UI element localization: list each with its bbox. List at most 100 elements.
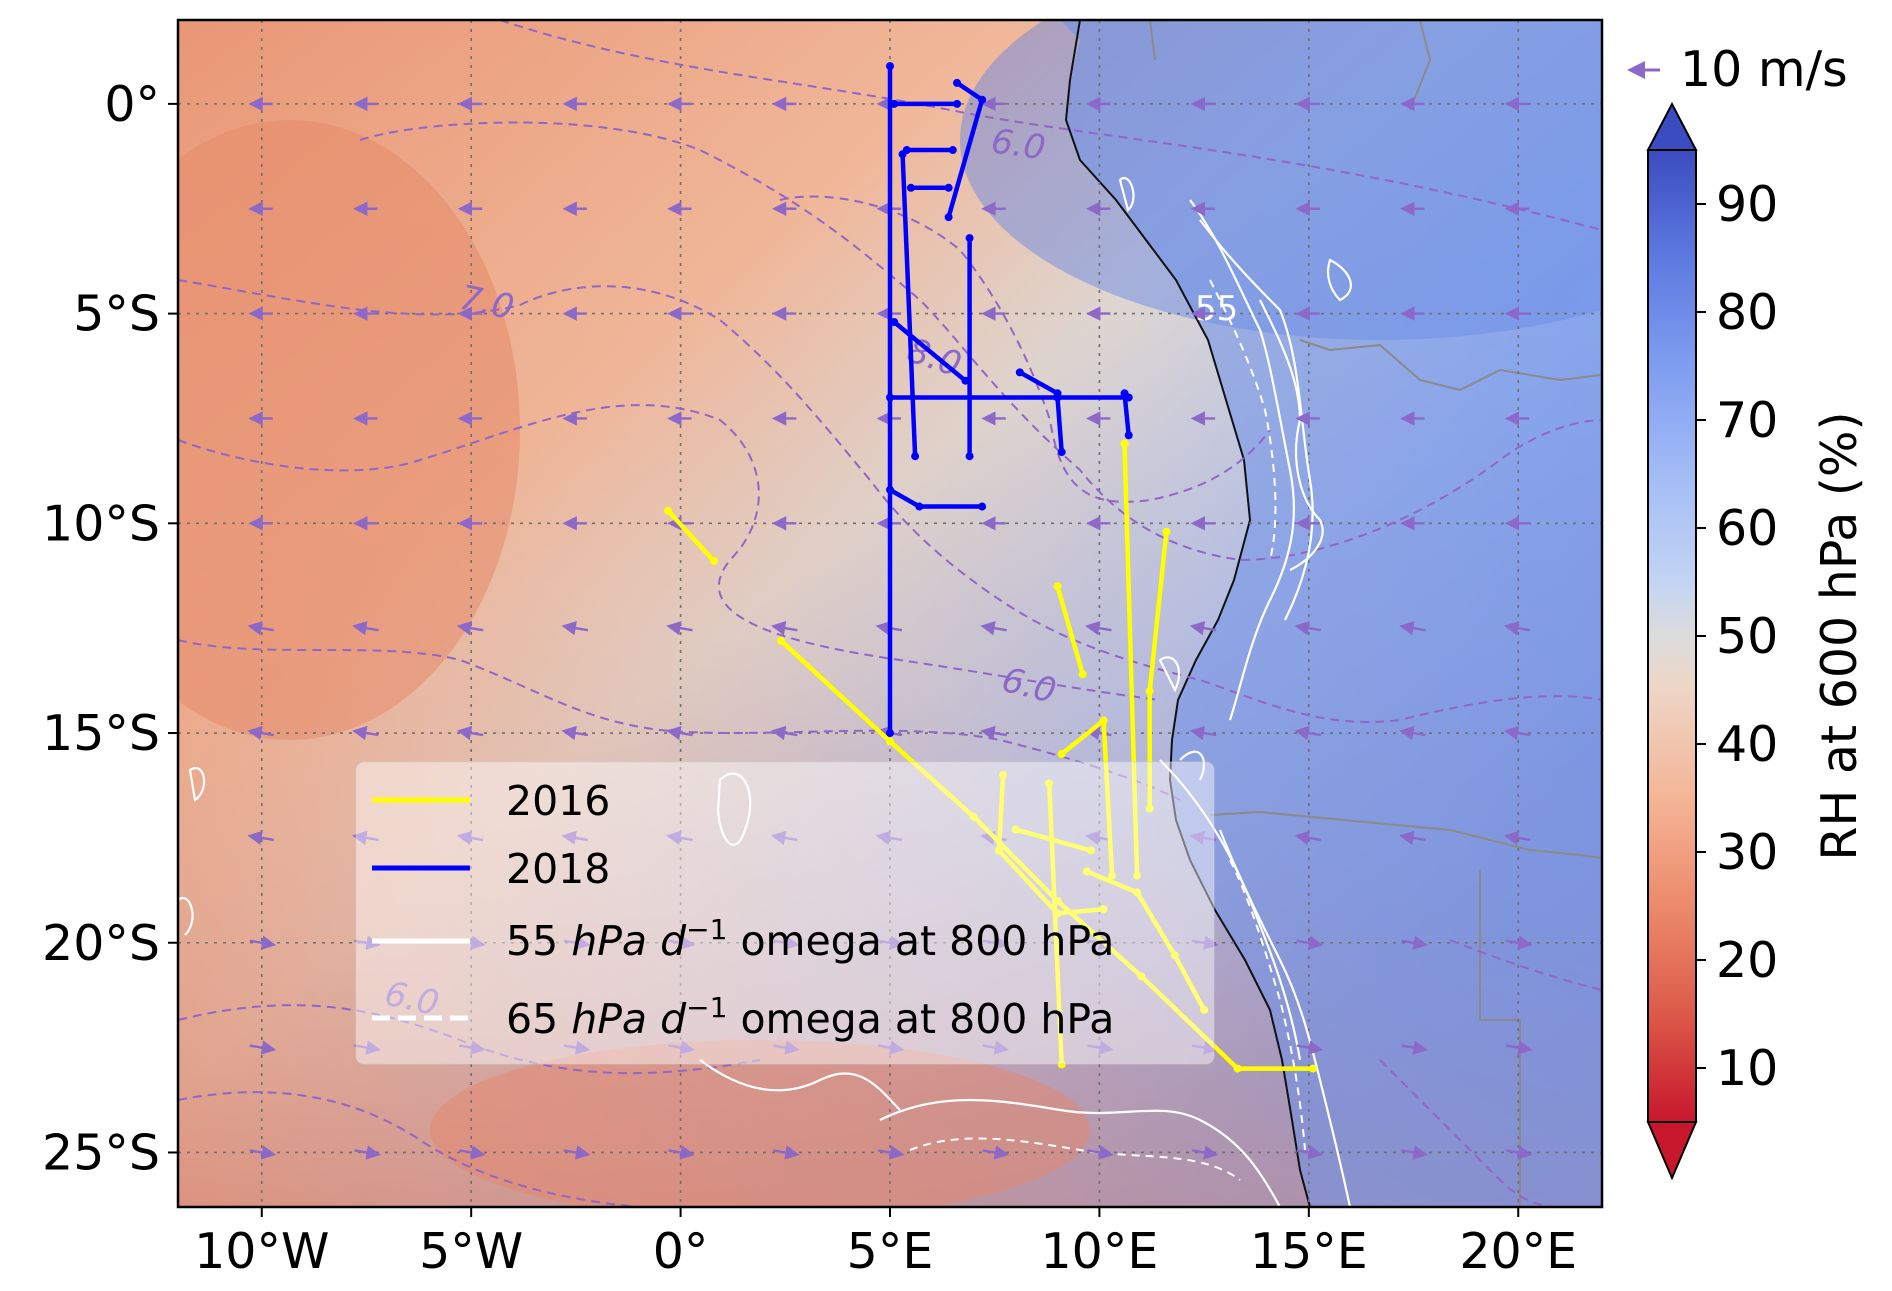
wind-arrow — [980, 725, 1007, 741]
wind-arrow — [773, 1040, 800, 1055]
y-axis-ticks: 0° 5°S 10°S 15°S 20°S 25°S — [42, 76, 178, 1181]
track-2016 — [1084, 869, 1207, 1013]
wind-arrow — [1506, 1145, 1533, 1160]
track-2016 — [996, 772, 1106, 916]
wind-arrow — [1294, 830, 1322, 845]
x-tick-label: 0° — [653, 1223, 709, 1280]
track-point-2018 — [911, 452, 920, 461]
wind-arrow — [668, 935, 695, 950]
track-point-2018 — [965, 234, 974, 243]
track-2018 — [1055, 395, 1064, 455]
wind-arrow — [247, 725, 274, 741]
colorbar: 10 20 30 40 50 60 70 80 90 RH at 600 hPa (%) — [1646, 101, 1868, 1181]
wind-arrow — [249, 935, 277, 950]
colorbar-tick-label: 20 — [1716, 932, 1778, 989]
wind-arrow — [1087, 1040, 1114, 1055]
track-point-2018 — [886, 62, 894, 71]
track-point-2016 — [1170, 951, 1179, 960]
legend-label-2016: 2016 — [506, 777, 610, 825]
y-tick-label: 15°S — [42, 705, 160, 762]
track-2018 — [891, 319, 968, 383]
wind-arrow — [561, 621, 589, 636]
x-tick-label: 5°E — [847, 1223, 934, 1280]
legend: 2016 2018 55 hPa d−1 omega at 800 hPa 65… — [355, 761, 1215, 1065]
track-point-2016 — [710, 557, 719, 566]
wind-arrow — [1189, 725, 1217, 741]
wind-arrow — [352, 830, 379, 845]
track-2016 — [665, 508, 717, 564]
wind-arrow — [770, 830, 798, 845]
colorbar-tick-label: 70 — [1716, 392, 1778, 449]
track-point-2016 — [1078, 670, 1087, 679]
wind-arrow — [773, 935, 800, 950]
wind-arrow — [1503, 725, 1531, 741]
wind-arrow — [563, 935, 591, 950]
colorbar-tick-label: 10 — [1716, 1040, 1778, 1097]
track-point-2018 — [1057, 448, 1066, 457]
wind-arrow — [561, 725, 589, 741]
y-tick-label: 10°S — [42, 495, 160, 552]
track-point-2016 — [969, 812, 978, 821]
wind-arrow — [666, 621, 693, 636]
wind-arrow — [982, 935, 1010, 950]
track-point-2016 — [1200, 1005, 1209, 1014]
wind-arrow — [247, 621, 274, 636]
track-2018 — [900, 151, 918, 459]
track-point-2016 — [1133, 871, 1142, 880]
wind-arrow — [770, 725, 798, 741]
wind-arrow — [456, 621, 484, 636]
wind-arrow — [249, 1145, 277, 1160]
colorbar-tick-label: 60 — [1716, 500, 1778, 557]
colorbar-tick-label: 80 — [1716, 284, 1778, 341]
contour-label-6: 6.0 — [989, 121, 1048, 168]
track-point-2016 — [1045, 779, 1054, 788]
colorbar-bar — [1647, 149, 1697, 1123]
coastline — [1064, 20, 1311, 1207]
quiver-key-label: 10 m/s — [1680, 41, 1848, 98]
x-tick-label: 20°E — [1459, 1223, 1577, 1280]
x-tick-label: 5°W — [419, 1223, 523, 1280]
track-point-2018 — [1015, 368, 1024, 377]
x-tick-label: 10°W — [194, 1223, 329, 1280]
y-tick-label: 0° — [104, 76, 160, 133]
colorbar-tick-label: 90 — [1716, 176, 1778, 233]
wind-arrow — [668, 1040, 695, 1055]
wind-arrow — [458, 1040, 486, 1055]
track-point-2018 — [965, 452, 974, 461]
track-point-2016 — [1145, 687, 1154, 696]
wind-arrow — [1189, 830, 1217, 845]
track-2018 — [1017, 370, 1060, 396]
track-point-2016 — [664, 506, 673, 515]
track-point-2018 — [944, 213, 953, 222]
wind-arrow — [1191, 1040, 1219, 1055]
wind-speed-contours — [178, 20, 1602, 1207]
x-tick-label: 10°E — [1041, 1223, 1159, 1280]
wind-arrow — [875, 830, 903, 845]
track-point-2016 — [1145, 804, 1154, 813]
colorbar-extend-bottom-icon — [1646, 1121, 1698, 1181]
track-point-2016 — [999, 770, 1008, 779]
track-point-2016 — [1309, 1064, 1318, 1073]
colorbar-tick-label: 50 — [1716, 608, 1778, 665]
track-point-2018 — [961, 376, 970, 385]
wind-arrow — [1503, 830, 1531, 845]
wind-arrow — [1294, 621, 1322, 636]
wind-arrow — [1294, 725, 1322, 741]
track-point-2016 — [1233, 1064, 1242, 1073]
x-tick-label: 15°E — [1250, 1223, 1368, 1280]
wind-arrow — [877, 1145, 905, 1160]
legend-label-2018: 2018 — [506, 845, 610, 893]
colorbar-tick-label: 30 — [1716, 824, 1778, 881]
wind-arrow — [1506, 935, 1533, 950]
track-point-2016 — [1099, 905, 1108, 914]
wind-arrow — [1087, 1145, 1114, 1160]
wind-arrow — [980, 621, 1007, 636]
wind-arrow — [456, 830, 484, 845]
wind-arrow — [354, 935, 381, 950]
track-point-2016 — [1053, 582, 1062, 591]
wind-arrow — [1399, 725, 1426, 741]
wind-arrow — [1296, 1040, 1324, 1055]
wind-arrow — [1401, 1040, 1428, 1055]
track-2016 — [1013, 827, 1094, 853]
